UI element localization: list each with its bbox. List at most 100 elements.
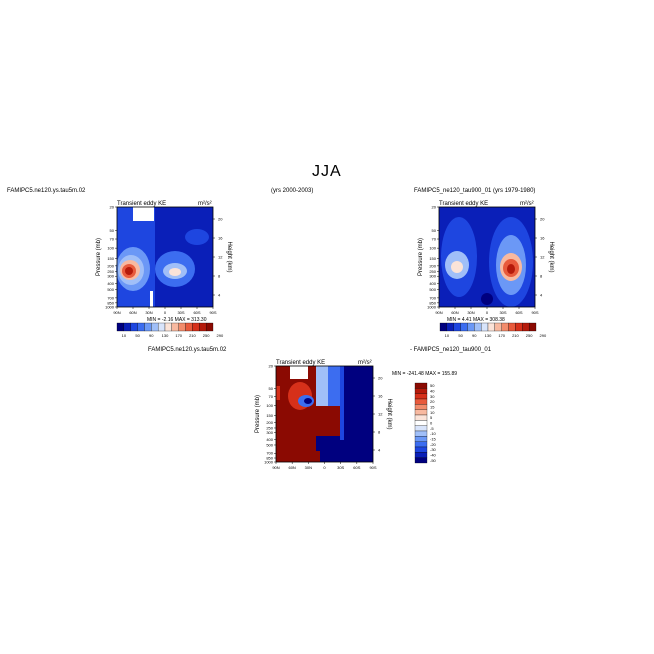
colorbar-label: -5	[430, 426, 434, 431]
colorbar-swatch	[508, 322, 516, 332]
colorbar-swatch	[123, 322, 131, 332]
colorbar-swatch	[439, 322, 448, 332]
y-right-tick-label: 20	[218, 217, 223, 222]
y-tick-label: 20	[432, 205, 437, 210]
left-case-label: FAMIPC5.ne120.ys.tau5m.02	[7, 188, 86, 194]
panel-title: Transient eddy KE	[439, 201, 488, 207]
colorbar-swatch	[414, 393, 428, 400]
x-tick-label: 0	[164, 310, 167, 315]
x-tick-label: 30S	[499, 310, 506, 315]
y-tick-label: 70	[110, 237, 115, 242]
colorbar-label: 130	[485, 333, 492, 338]
y-tick-label: 50	[269, 386, 274, 391]
field-bottom	[316, 440, 346, 462]
colorbar-swatch	[414, 414, 428, 421]
y-tick-label: 250	[107, 269, 114, 274]
x-tick-label: 30S	[177, 310, 184, 315]
y-tick-label: 850	[107, 300, 114, 305]
colorbar-label: 170	[175, 333, 182, 338]
y-right-tick-label: 16	[540, 236, 545, 241]
x-tick-label: 90S	[209, 310, 216, 315]
colorbar-swatch	[185, 322, 193, 332]
plot-area	[275, 365, 374, 463]
colorbar-main: 10 50 90 130 170 210 250 290	[116, 322, 224, 338]
colorbar-label: 90	[149, 333, 154, 338]
y-right-tick-label: 8	[218, 274, 221, 279]
y-tick-label: 1000	[105, 305, 115, 310]
y-tick-label: 100	[107, 246, 114, 251]
x-tick-label: 30N	[467, 310, 474, 315]
colorbar-label: 210	[512, 333, 519, 338]
colorbar-label: 10	[122, 333, 127, 338]
colorbar-swatch	[414, 388, 428, 394]
colorbar-swatch	[192, 322, 200, 332]
y-right-tick-label: 12	[378, 412, 383, 417]
y-tick-label: 700	[429, 295, 436, 300]
colorbar-swatch	[501, 322, 509, 332]
diff-right-label: - FAMIPC5_ne120_tau900_01	[410, 347, 492, 353]
colorbar-label: 5	[430, 415, 433, 420]
x-tick-label: 60S	[515, 310, 522, 315]
y-right-tick-label: 20	[378, 376, 383, 381]
field-missing	[290, 366, 308, 379]
y-tick-label: 700	[266, 451, 273, 456]
years-label: (yrs 2000-2003)	[271, 188, 314, 194]
colorbar-label: 30	[430, 394, 435, 399]
y-tick-label: 150	[429, 256, 436, 261]
y-axis-label: Pressure (mb)	[418, 238, 424, 276]
y-tick-label: 250	[429, 269, 436, 274]
colorbar-swatch	[515, 322, 523, 332]
colorbar-label: 50	[458, 333, 463, 338]
x-tick-label: 90N	[113, 310, 120, 315]
colorbar-swatch	[414, 420, 428, 426]
panel-units: m²/s²	[358, 360, 372, 366]
x-tick-label: 60N	[451, 310, 458, 315]
y-tick-label: 50	[432, 228, 437, 233]
x-tick-label: 60N	[129, 310, 136, 315]
y-tick-label: 1000	[427, 305, 437, 310]
field-blob	[507, 264, 515, 274]
colorbar-label: 130	[162, 333, 169, 338]
y-right-tick-label: 8	[378, 430, 381, 435]
colorbar-label: 90	[472, 333, 477, 338]
field-blob	[481, 293, 493, 305]
y-tick-label: 500	[266, 442, 273, 447]
plot-area	[438, 206, 536, 308]
y-tick-label: 70	[432, 237, 437, 242]
field-blob	[169, 268, 181, 276]
diff-left-label: FAMIPC5.ne120.ys.tau5m.02	[148, 347, 227, 353]
field-mid	[316, 406, 340, 436]
x-tick-label: 60S	[193, 310, 200, 315]
colorbar-swatch	[487, 322, 496, 332]
min-max-label: MIN = 4.41 MAX = 308.38	[447, 317, 505, 323]
y-tick-label: 400	[266, 437, 273, 442]
y-tick-label: 250	[266, 425, 273, 430]
y-tick-label: 300	[266, 430, 273, 435]
field-blob	[125, 267, 133, 275]
colorbar-swatch	[494, 322, 502, 332]
y-right-tick-label: 4	[378, 448, 381, 453]
colorbar-swatch	[205, 322, 214, 332]
panel-title: Transient eddy KE	[276, 360, 325, 366]
y-right-tick-label: 4	[218, 293, 221, 298]
y-tick-label: 200	[429, 263, 436, 268]
colorbar-swatch	[414, 382, 428, 389]
colorbar-swatch	[460, 322, 468, 332]
panel-units: m²/s²	[520, 201, 534, 207]
colorbar-label: 250	[203, 333, 210, 338]
colorbar-swatch	[178, 322, 186, 332]
colorbar-label: 15	[430, 405, 435, 410]
panel-title: Transient eddy KE	[117, 201, 166, 207]
y-right-tick-label: 4	[540, 293, 543, 298]
colorbar-label: -30	[430, 447, 437, 452]
colorbar-swatch	[414, 441, 428, 448]
y-tick-label: 400	[107, 281, 114, 286]
colorbar-swatch	[453, 322, 461, 332]
x-tick-label: 30N	[145, 310, 152, 315]
field-bottom-strip	[312, 451, 320, 462]
colorbar-main-right: 10 50 90 130 170 210 250 290	[439, 322, 547, 338]
colorbar-swatch	[130, 322, 138, 332]
x-tick-label: 90N	[272, 465, 279, 470]
colorbar-swatch	[414, 404, 428, 410]
x-tick-label: 60S	[353, 465, 360, 470]
